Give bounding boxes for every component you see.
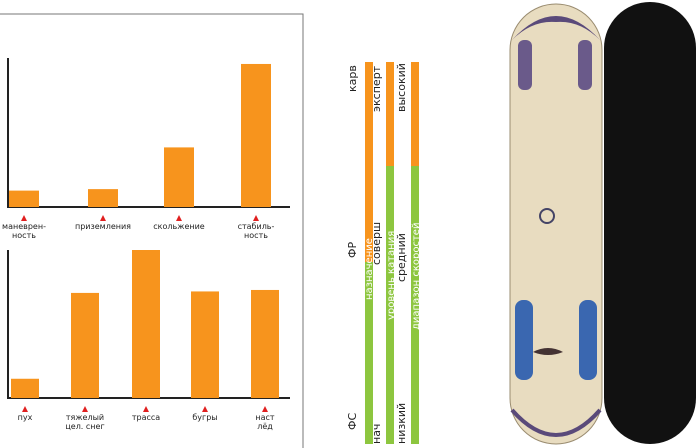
tick-marker [253,215,259,221]
tick-marker [22,406,28,412]
x-tick-label: пух [17,413,33,422]
bar [241,63,271,208]
bar [251,289,279,398]
scale-columns [365,62,419,444]
bar [164,147,194,207]
snowboard-bottom [604,2,696,444]
scale-green [386,166,394,444]
tick-marker [262,406,268,412]
scale-top: высокий [395,63,408,112]
scale-orange [386,62,394,166]
scale-middle: ФР [346,242,359,258]
scale-bottom: нач [370,424,383,444]
x-tick-label: тяжелый цел. снег [65,413,105,431]
scale-name: уровень катания [386,231,397,320]
scale-middle: средний [395,233,408,282]
bar [132,250,160,398]
scale-name: назначение [364,238,375,300]
scale-top: эксперт [370,65,383,112]
tick-marker [143,406,149,412]
frame [0,13,304,448]
tick-marker [176,215,182,221]
tick-marker [82,406,88,412]
x-tick-label: скольжение [153,222,205,231]
x-tick-label: приземления [75,222,131,231]
x-tick-label: трасса [131,413,161,422]
x-tick-label: наст лёд [255,413,275,431]
scale-bottom: низкий [395,403,408,444]
tick-marker [202,406,208,412]
scale-top: карв [346,65,359,92]
scale-middle: соверш [370,222,383,265]
bar [9,190,39,207]
bar [88,189,118,207]
scale-bottom: ФС [346,413,359,430]
tick-marker [21,215,27,221]
snowboard-top [509,3,603,445]
scale-name: диапазон скоростей [411,223,422,330]
scale-green [411,166,419,444]
x-tick-label: бугры [192,413,218,422]
scale-green [365,262,373,444]
tick-marker [100,215,106,221]
scale-orange [411,62,419,166]
bar [191,291,219,398]
bar [11,378,39,398]
x-tick-label: маневрен- ность [2,222,46,240]
scale-orange [365,62,373,262]
bar [71,292,99,398]
x-tick-label: стабиль- ность [237,222,275,240]
